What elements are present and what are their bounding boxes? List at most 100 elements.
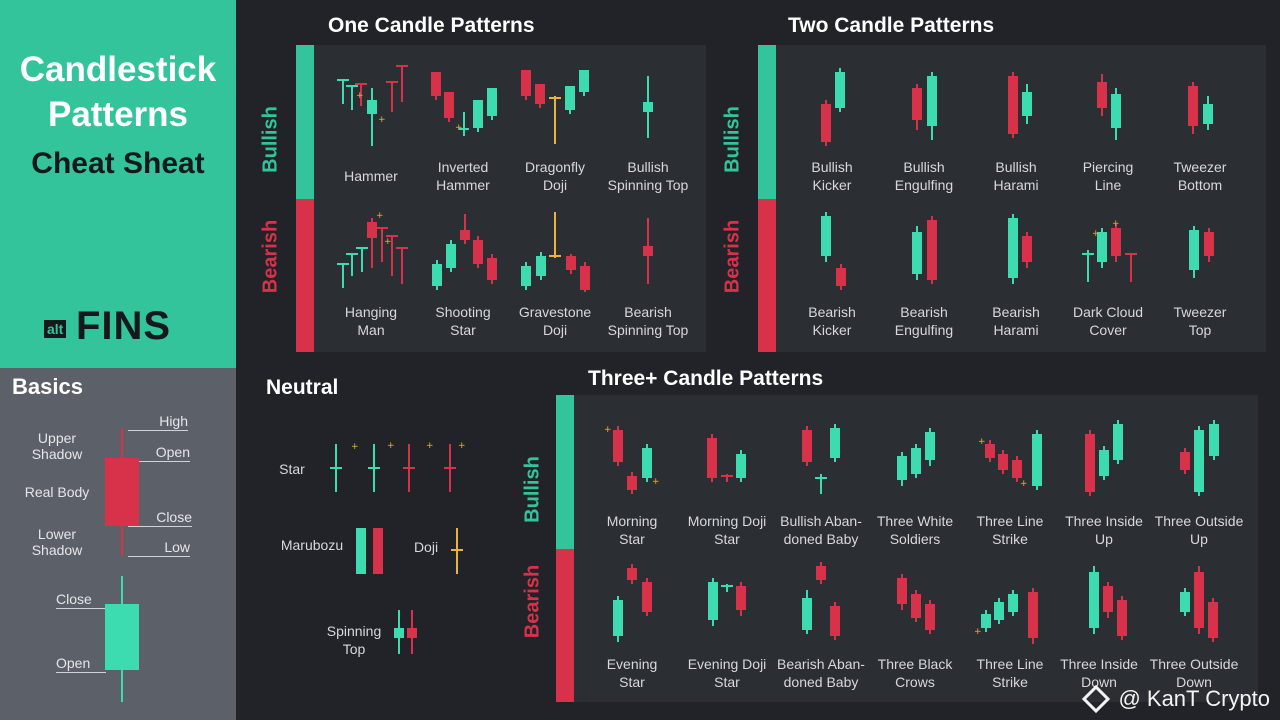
candle-106 <box>708 578 718 626</box>
candle-112 <box>897 574 907 610</box>
label-three-white-soldiers: Three White Soldiers <box>876 513 954 547</box>
svg-text:+: + <box>384 237 392 247</box>
diamond-icon <box>1082 684 1111 714</box>
candle-113 <box>911 590 921 622</box>
candle-123 <box>1180 588 1190 616</box>
label-hammer: Hammer <box>344 168 398 184</box>
candle-58 <box>1111 224 1121 262</box>
candle-117 <box>1008 590 1018 616</box>
three-bullish-bar <box>556 395 574 549</box>
candle-33 <box>487 254 497 284</box>
candle-109 <box>802 590 812 634</box>
label-evening-doji-star: Evening Doji Star <box>687 656 767 690</box>
label-shooting-star: Shooting Star <box>435 304 491 338</box>
label-bearish-kicker: Bearish Kicker <box>808 304 856 338</box>
sparkle-7: + <box>356 91 364 101</box>
candle-108 <box>736 582 746 616</box>
candle-122 <box>1117 596 1127 640</box>
label-star: Star <box>279 461 305 477</box>
svg-text:+: + <box>458 441 466 451</box>
candle-52 <box>912 226 922 280</box>
svg-text:+: + <box>652 477 660 487</box>
label-three-black-crows: Three Black Crows <box>877 656 953 690</box>
candle-1 <box>346 85 358 110</box>
label-three-inside-down: Three Inside Down <box>1060 656 1138 690</box>
label-three-outside-up: Three Outside Up <box>1154 513 1244 547</box>
label-bullish-spinning-top: Bullish Spinning Top <box>607 159 689 193</box>
candle-116 <box>994 598 1004 624</box>
candle-41 <box>835 68 845 112</box>
candle-86 <box>815 474 827 494</box>
label-morning-doji-star: Morning Doji Star <box>687 513 767 547</box>
sparkle-65: + <box>351 442 359 452</box>
candle-18 <box>579 70 589 96</box>
label-three-outside-down: Three Outside Down <box>1149 656 1239 690</box>
sparkle-60: + <box>1092 229 1100 239</box>
candle-8 <box>431 72 441 100</box>
candle-64 <box>330 444 342 492</box>
candle-87 <box>830 424 840 462</box>
candle-84 <box>736 450 746 482</box>
candle-74 <box>451 528 463 574</box>
candle-25 <box>386 235 398 276</box>
label-three-inside-up: Three Inside Up <box>1065 513 1143 547</box>
candle-75 <box>394 610 404 654</box>
open-label: Open <box>128 445 190 462</box>
label-three-line-strike-bull: Three Line Strike <box>976 513 1044 547</box>
label-bearish-engulfing: Bearish Engulfing <box>894 304 954 338</box>
one-candle-title: One Candle Patterns <box>328 14 535 37</box>
candle-49 <box>1203 96 1213 130</box>
candle-12 <box>487 88 497 120</box>
candle-20 <box>337 263 349 288</box>
candle-124 <box>1194 566 1204 634</box>
label-tweezer-bottom: Tweezer Bottom <box>1173 159 1227 193</box>
watermark: @ KanT Crypto <box>1082 684 1270 714</box>
candle-14 <box>521 70 531 100</box>
candle-127 <box>105 576 139 702</box>
label-bullish-engulfing: Bullish Engulfing <box>894 159 954 193</box>
label-marubozu: Marubozu <box>280 537 344 553</box>
subtitle: Cheat Sheat <box>31 147 205 180</box>
one-bearish-bar <box>296 199 314 352</box>
brand-small: alt <box>44 320 67 338</box>
candle-103 <box>613 596 623 642</box>
candle-125 <box>1208 598 1218 642</box>
svg-text:+: + <box>351 442 359 452</box>
low-label: Low <box>128 540 190 557</box>
candle-44 <box>1008 72 1018 138</box>
candle-118 <box>1028 588 1038 644</box>
candle-50 <box>821 212 831 262</box>
candle-21 <box>346 253 358 276</box>
sparkle-81: + <box>652 477 660 487</box>
real-body-label: Real Body <box>24 484 90 500</box>
candle-76 <box>407 610 417 654</box>
candle-47 <box>1111 88 1121 140</box>
candle-29 <box>432 260 442 290</box>
candle-57 <box>1097 228 1107 268</box>
lower-shadow-label: Lower Shadow <box>31 526 83 558</box>
candle-26 <box>396 247 408 284</box>
candle-93 <box>1012 456 1022 482</box>
candle-89 <box>911 444 921 478</box>
sparkle-28: + <box>384 237 392 247</box>
candle-32 <box>473 236 483 268</box>
svg-text:+: + <box>604 425 612 435</box>
candle-53 <box>927 216 937 284</box>
candle-120 <box>1089 566 1099 634</box>
svg-text:+: + <box>378 115 386 125</box>
svg-text:+: + <box>1020 479 1028 489</box>
candle-77 <box>613 426 623 466</box>
candle-98 <box>1099 446 1109 480</box>
candle-111 <box>830 602 840 640</box>
sparkle-95: + <box>978 437 986 447</box>
label-bearish-abandoned-baby: Bearish Aban-doned Baby <box>777 656 865 690</box>
high-label: High <box>128 414 188 431</box>
sparkle-71: + <box>458 441 466 451</box>
candle-23 <box>367 218 377 268</box>
label-tweezer-top: Tweezer Top <box>1173 304 1227 338</box>
candle-63 <box>1204 228 1214 262</box>
candle-2 <box>355 83 367 106</box>
bull-close-label: Close <box>56 592 106 609</box>
candle-36 <box>549 212 561 258</box>
